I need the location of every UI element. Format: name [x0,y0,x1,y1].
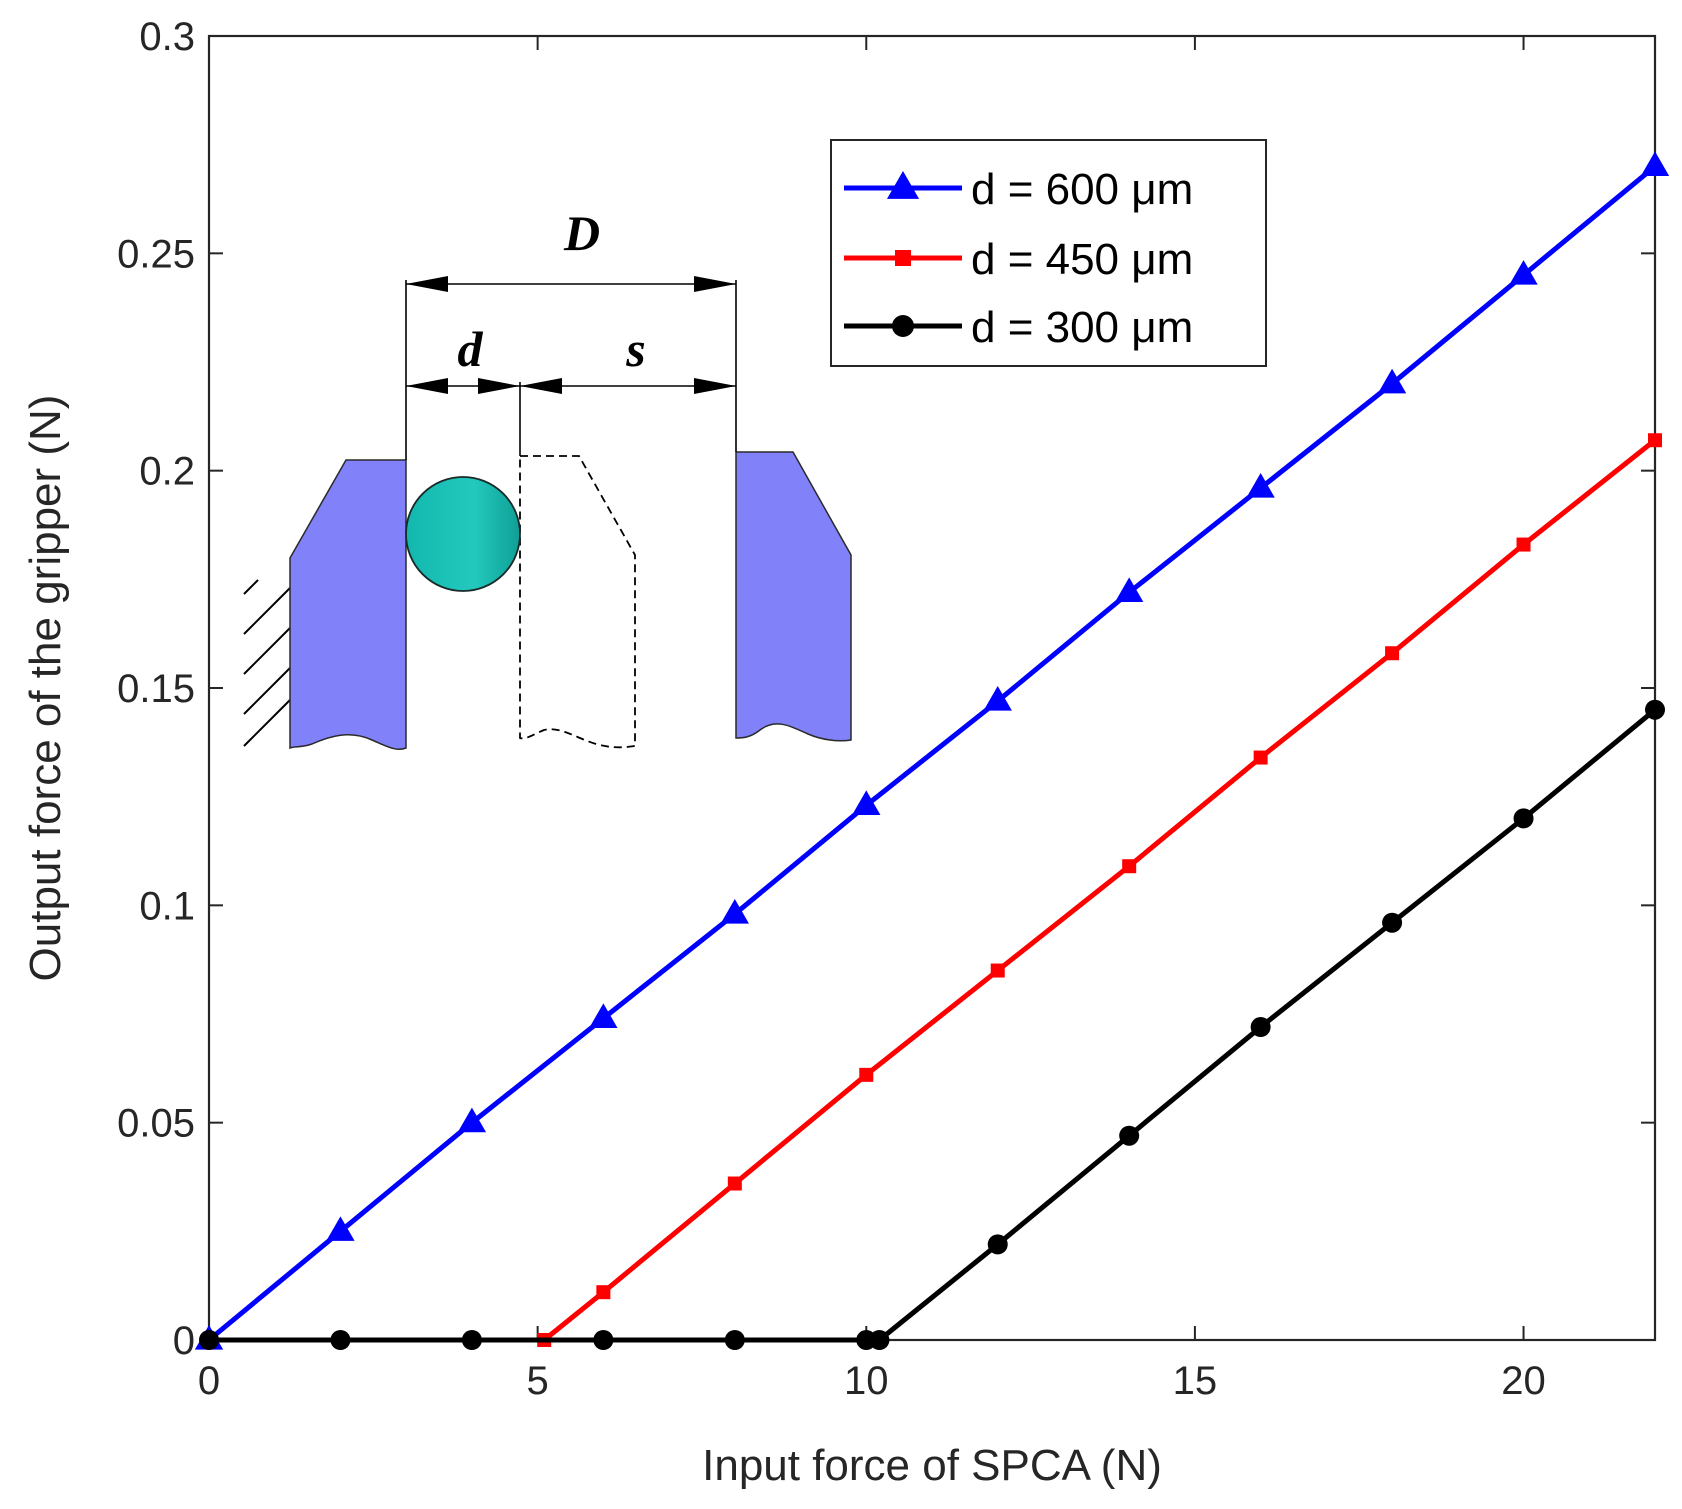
data-point [1513,808,1534,829]
legend: d = 600 μm d = 450 μm d = 300 μm [830,139,1267,367]
data-point [330,1330,351,1350]
series-line [542,438,1657,1342]
gripped-object [405,476,521,592]
data-point [1377,368,1407,394]
data-point [727,1176,742,1191]
label-d: d [458,321,484,377]
legend-entry: d = 300 μm [844,303,1193,352]
data-point [1516,537,1531,552]
y-tick-label: 0.3 [139,15,195,59]
data-point [1122,859,1137,874]
data-point [1648,433,1662,448]
data-point [886,170,920,199]
y-tick-label: 0.25 [117,232,195,276]
data-point [724,1330,745,1350]
data-point [1253,750,1268,765]
x-tick-label: 10 [844,1359,889,1403]
y-tick-label: 0.2 [139,450,195,494]
y-tick-label: 0.1 [139,884,195,928]
series-line [207,164,1657,1342]
left-jaw [289,459,407,751]
y-tick-label: 0.05 [117,1102,195,1146]
y-tick-label: 0.15 [117,667,195,711]
legend-label: d = 600 μm [971,165,1193,214]
series-2 [199,699,1665,1350]
data-point [589,1003,618,1028]
data-point [593,1330,614,1350]
x-tick-label: 20 [1501,1359,1546,1403]
x-tick-label: 0 [198,1359,220,1403]
data-point [326,1216,355,1241]
data-point [859,1067,874,1082]
data-point [1640,151,1670,176]
data-point [596,1285,611,1300]
data-point [987,1234,1008,1255]
data-point [461,1330,482,1350]
data-point [1645,699,1665,720]
y-axis: 0 0.05 0.1 0.15 0.2 0.25 0.3 [117,15,1655,1363]
data-point [457,1107,487,1133]
y-axis-title: Output force of the gripper (N) [21,395,70,982]
right-jaw [735,451,852,742]
dimension-d-s [406,378,736,394]
fixed-wall-hatch [243,579,291,747]
moving-jaw-outline [519,455,636,749]
label-D: D [563,205,600,261]
series-layer [194,151,1670,1350]
data-point [895,250,911,266]
data-point [892,315,914,337]
y-tick-label: 0 [173,1319,195,1363]
data-point [1250,1017,1271,1038]
x-tick-label: 15 [1173,1359,1218,1403]
data-point [869,1330,890,1350]
dimension-D [406,276,736,292]
data-point [720,899,749,924]
x-axis-title: Input force of SPCA (N) [702,1441,1162,1490]
data-point [1246,473,1275,498]
data-point [1115,577,1144,602]
inset-gripper-diagram: D d s [243,205,852,751]
legend-label: d = 300 μm [971,303,1193,352]
data-point [983,686,1012,711]
data-point [1119,1125,1140,1146]
data-point [199,1330,219,1350]
x-axis: 0 5 10 15 20 [198,36,1546,1403]
data-point [990,963,1005,978]
legend-entry: d = 450 μm [844,235,1193,284]
label-s: s [625,321,645,377]
data-point [1382,912,1403,933]
legend-entry: d = 600 μm [844,165,1193,214]
data-point [1509,260,1538,285]
data-point [1385,646,1400,661]
x-tick-label: 5 [527,1359,549,1403]
data-point [852,790,881,815]
legend-label: d = 450 μm [971,235,1193,284]
